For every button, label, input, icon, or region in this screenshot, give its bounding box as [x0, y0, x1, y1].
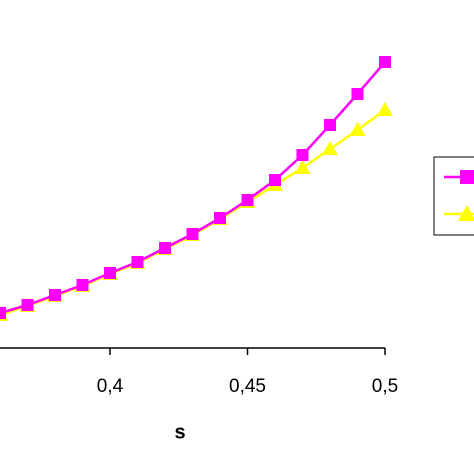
marker: [351, 88, 364, 100]
series-line: [0, 108, 386, 317]
marker: [131, 256, 144, 268]
marker: [21, 299, 34, 311]
marker: [214, 212, 226, 224]
series-line: [0, 61, 386, 315]
marker: [0, 307, 6, 319]
marker: [322, 141, 338, 155]
marker: [379, 56, 391, 68]
marker: [104, 267, 116, 279]
x-axis-title: s: [174, 421, 185, 443]
marker: [49, 289, 61, 301]
marker: [377, 102, 393, 116]
legend-box: [433, 156, 474, 236]
legend-marker: [458, 205, 474, 221]
marker: [186, 228, 199, 240]
marker: [76, 279, 89, 291]
x-tick-label: 0,4: [97, 376, 124, 397]
marker: [324, 119, 336, 131]
x-tick-label: 0,5: [372, 376, 398, 397]
legend-marker: [460, 170, 474, 184]
marker: [294, 160, 311, 174]
marker: [296, 149, 309, 161]
marker: [269, 174, 281, 186]
x-tick-label: 0,45: [229, 376, 266, 397]
marker: [349, 122, 366, 136]
marker: [159, 242, 171, 254]
marker: [241, 194, 254, 206]
